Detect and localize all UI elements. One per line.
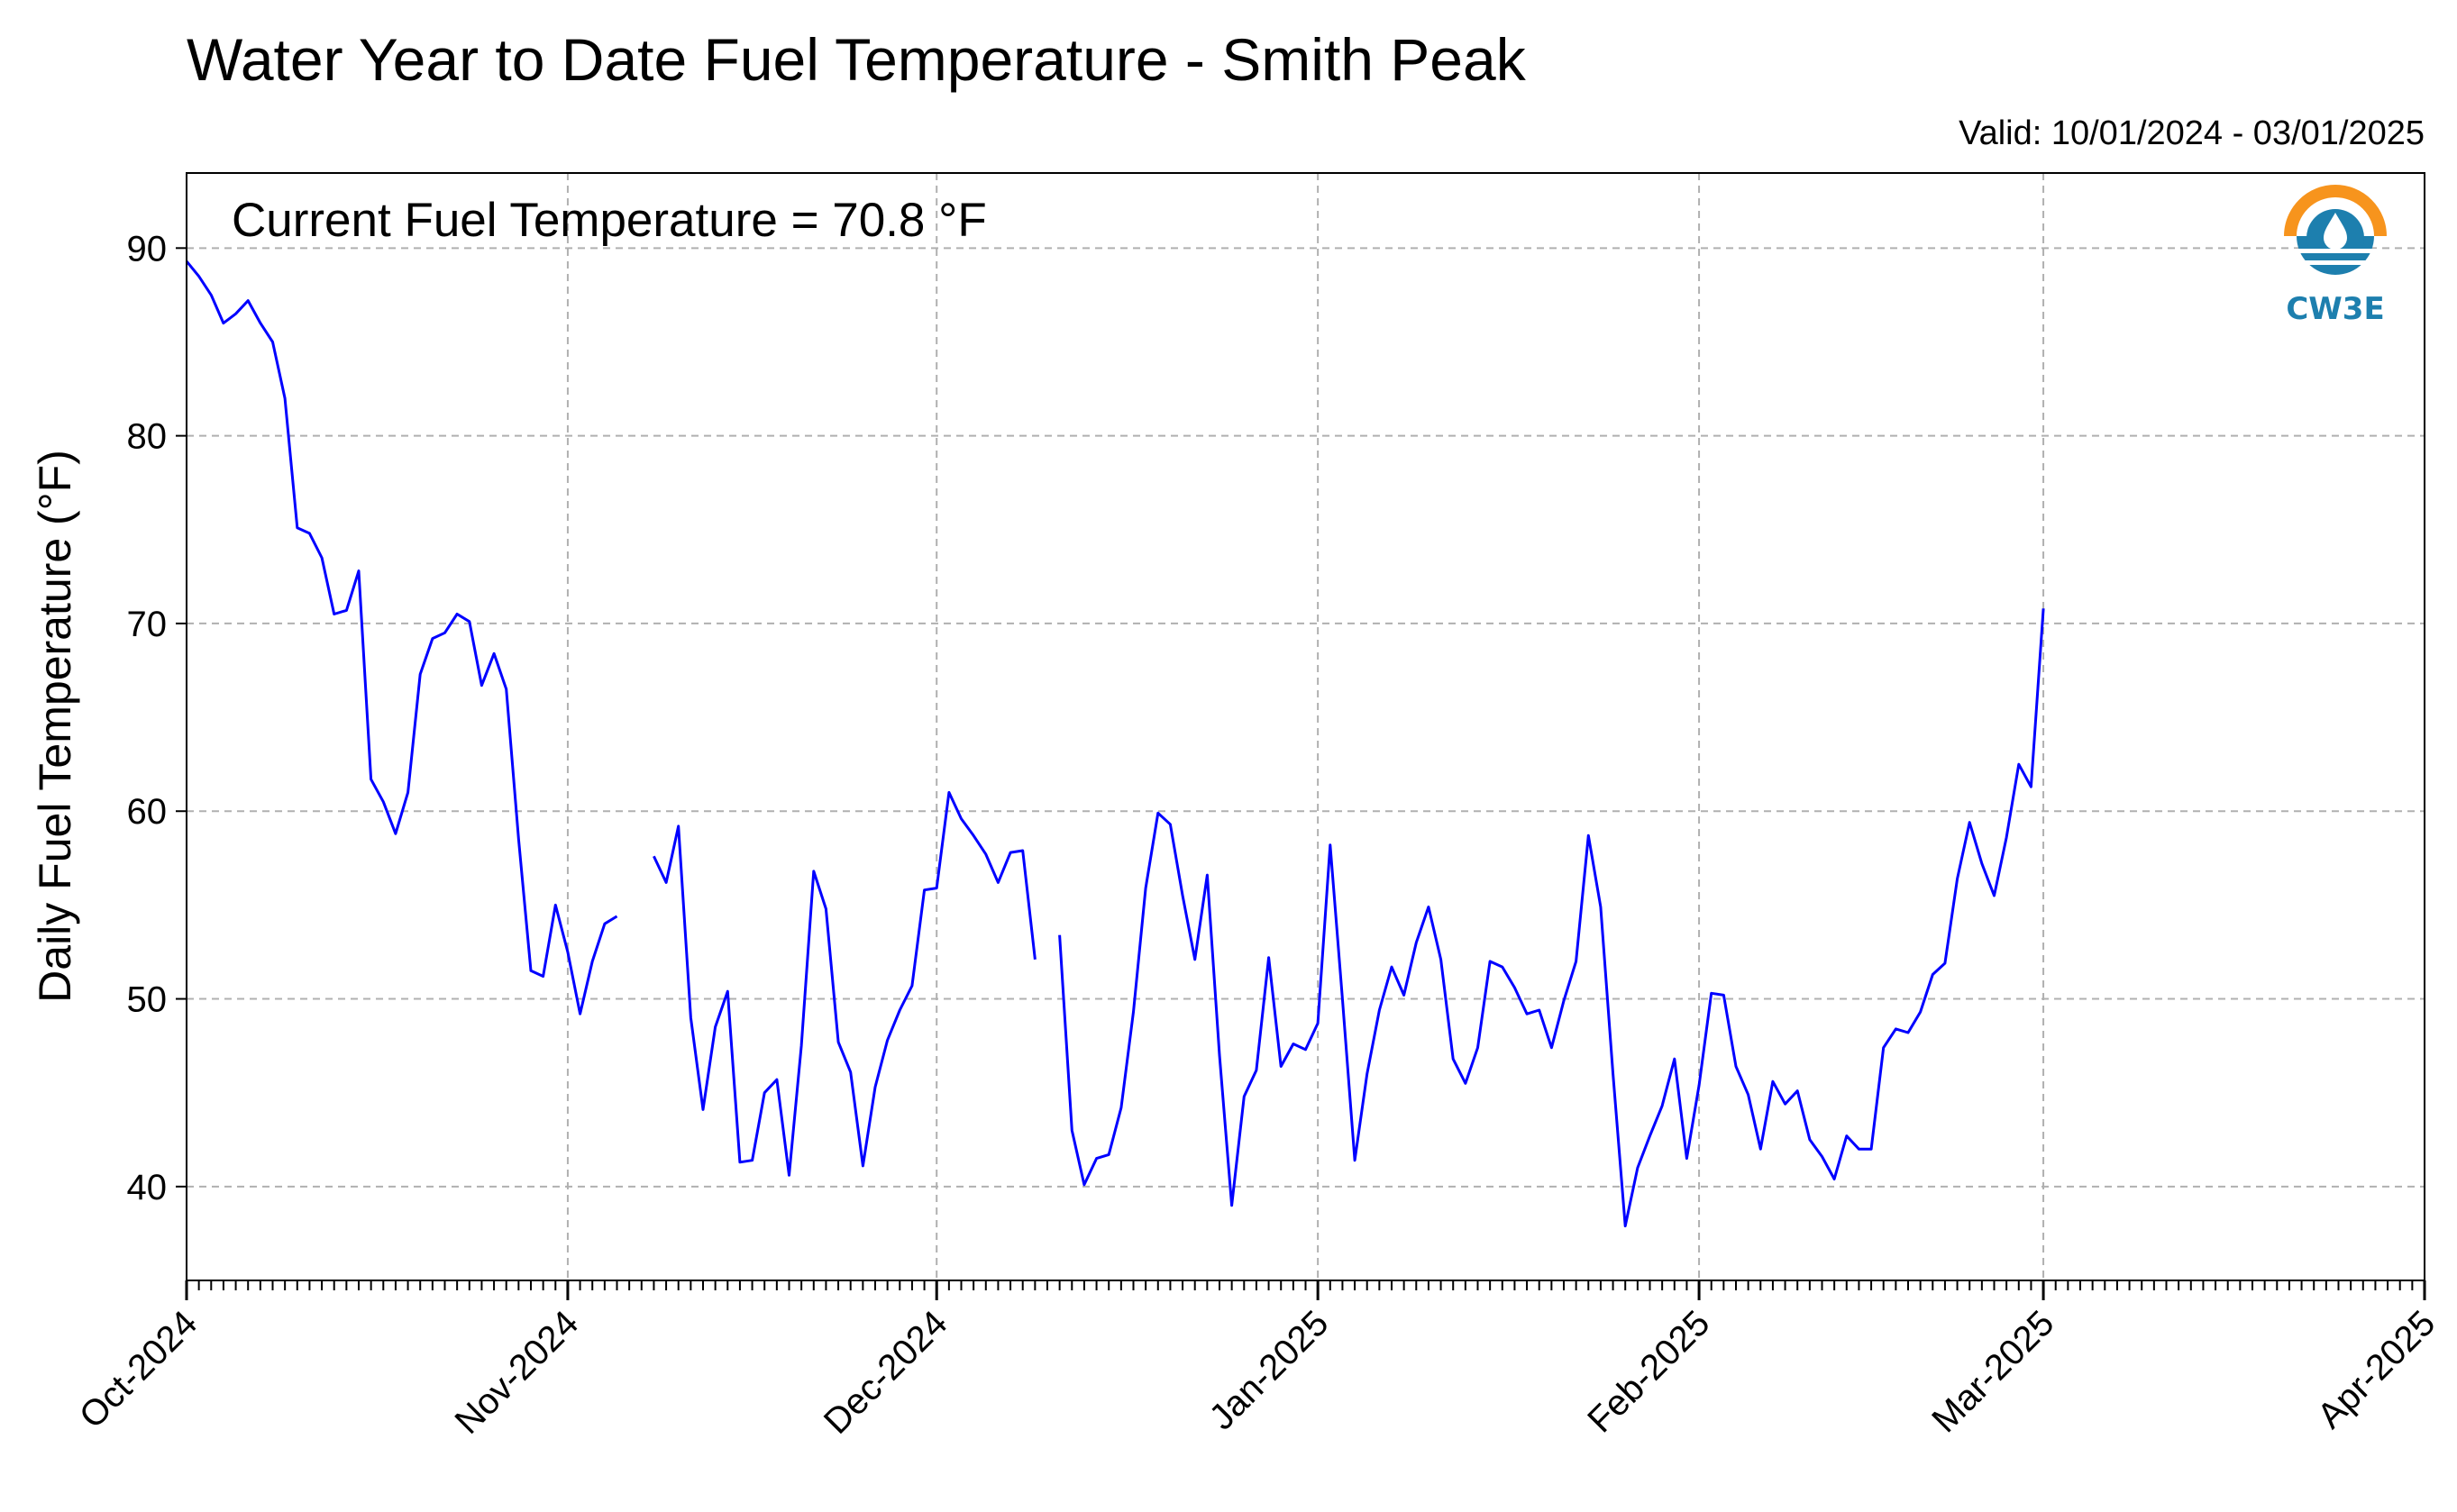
y-axis-label: Daily Fuel Temperature (°F) xyxy=(30,450,80,1003)
cw3e-logo: CW3E xyxy=(2284,185,2387,327)
plot-frame xyxy=(186,172,2425,1281)
x-minor-ticks xyxy=(186,1280,2425,1290)
y-tick-label: 40 xyxy=(127,1168,168,1207)
y-tick-label: 50 xyxy=(127,980,168,1020)
y-tick-label: 90 xyxy=(127,229,168,269)
x-tick-label: Oct-2024 xyxy=(72,1303,205,1435)
series-line-segment xyxy=(1058,608,2045,1228)
logo-wave-line xyxy=(2298,260,2372,265)
y-tick-label: 60 xyxy=(127,792,168,832)
grid-lines xyxy=(187,173,2425,1280)
y-axis-ticks: 40 50 60 70 80 90 xyxy=(127,229,187,1207)
chart-title: Water Year to Date Fuel Temperature - Sm… xyxy=(187,26,1527,93)
valid-date-range: Valid: 10/01/2024 - 03/01/2025 xyxy=(1959,114,2425,152)
series-fuel-temperature xyxy=(185,260,2045,1228)
x-tick-label: Mar-2025 xyxy=(1924,1303,2061,1440)
x-tick-label: Jan-2025 xyxy=(1201,1303,1336,1437)
x-axis-ticks: Oct-2024 Nov-2024 Dec-2024 Jan-2025 Feb-2025… xyxy=(72,1280,2443,1442)
y-tick-label: 80 xyxy=(127,417,168,457)
series-line-segment xyxy=(653,790,1037,1177)
x-tick-label: Apr-2025 xyxy=(2310,1303,2443,1435)
logo-sun-arc xyxy=(2284,185,2387,237)
logo-text: CW3E xyxy=(2286,291,2384,327)
x-tick-label: Dec-2024 xyxy=(817,1303,955,1442)
x-tick-label: Feb-2025 xyxy=(1580,1303,1717,1440)
x-tick-label: Nov-2024 xyxy=(448,1303,587,1442)
series-line-segment xyxy=(185,260,618,1016)
current-temperature-annotation: Current Fuel Temperature = 70.8 °F xyxy=(232,194,987,247)
logo-water-drop-icon xyxy=(2324,213,2347,250)
logo-wave-line xyxy=(2293,249,2378,253)
y-tick-label: 70 xyxy=(127,605,168,644)
